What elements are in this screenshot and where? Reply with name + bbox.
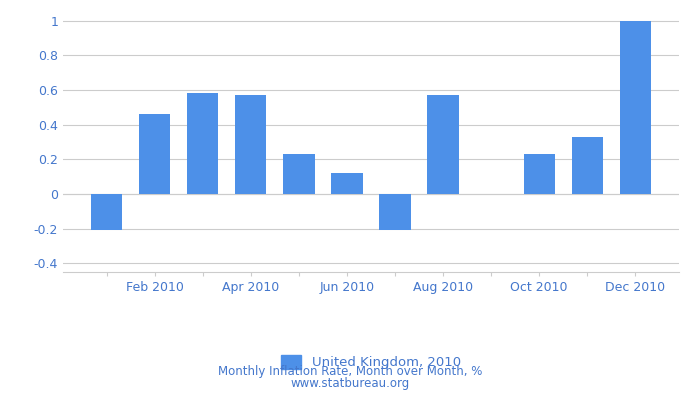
Bar [524,154,555,194]
Bar [331,173,363,194]
Text: www.statbureau.org: www.statbureau.org [290,378,410,390]
Bar [620,21,651,194]
Text: Monthly Inflation Rate, Month over Month, %: Monthly Inflation Rate, Month over Month… [218,366,482,378]
Bar [572,137,603,194]
Bar [235,95,267,194]
Bar [91,194,122,230]
Bar [187,94,218,194]
Bar [284,154,314,194]
Bar [139,114,170,194]
Bar [379,194,411,230]
Legend: United Kingdom, 2010: United Kingdom, 2010 [276,350,466,375]
Bar [428,95,458,194]
